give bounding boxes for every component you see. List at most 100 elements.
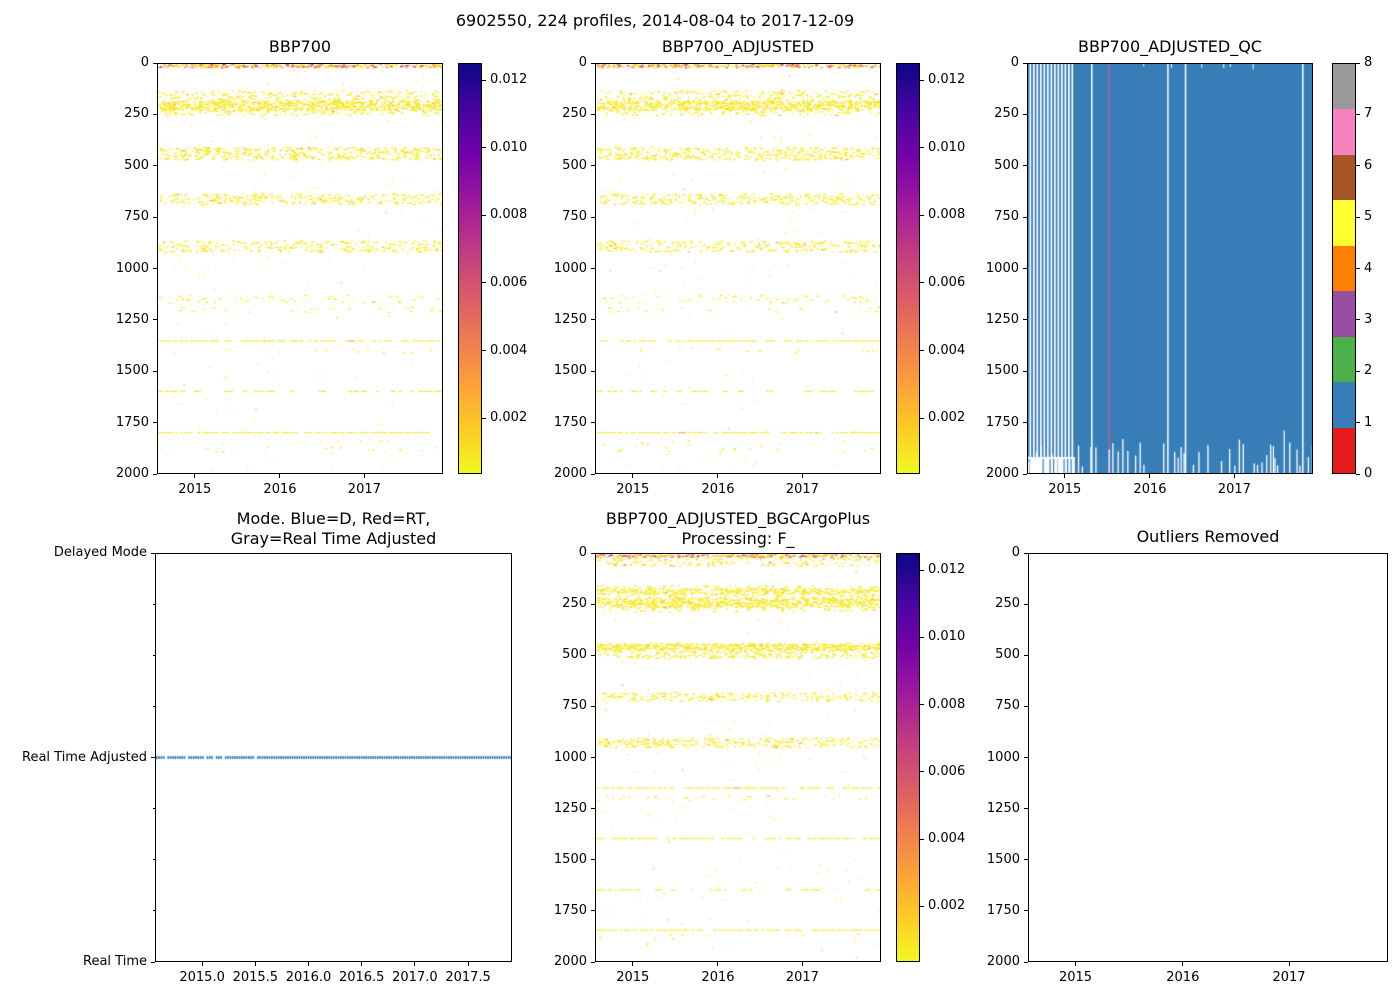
y-tick-label: 2000 (115, 466, 149, 481)
x-tick-label: 2015 (1048, 482, 1082, 497)
colorbar-tick-label: 0.004 (928, 831, 966, 847)
y-minor-tick (152, 859, 155, 861)
y-tick (151, 961, 155, 963)
colorbar-tick-label: 0.006 (928, 274, 966, 290)
colorbar-tick-label: 0.008 (490, 207, 528, 223)
y-tick (591, 113, 595, 115)
y-tick (1023, 422, 1027, 424)
y-tick-label: 0 (1011, 545, 1020, 560)
colorbar-tick (482, 147, 486, 149)
x-tick-label: 2016 (1166, 970, 1200, 985)
mode-line-canvas (156, 554, 511, 961)
y-tick-label: 250 (994, 106, 1019, 122)
y-minor-tick (152, 654, 155, 656)
x-tick (717, 474, 719, 478)
y-tick (151, 757, 155, 758)
y-tick-label: 250 (995, 596, 1020, 612)
y-tick-label: Real Time (83, 954, 147, 969)
x-tick (801, 962, 803, 966)
y-tick (1024, 910, 1028, 912)
y-tick (591, 422, 595, 424)
y-tick (591, 165, 595, 167)
x-tick (717, 962, 719, 966)
colorbar-tick-label: 0 (1364, 466, 1373, 481)
x-tick-label: 2016.5 (338, 970, 385, 985)
y-tick-label: 750 (562, 209, 587, 225)
y-tick (1024, 654, 1028, 656)
x-tick-label: 2017.0 (392, 970, 438, 985)
colorbar-tick (1356, 370, 1360, 372)
y-minor-tick (152, 603, 155, 605)
x-tick (1075, 962, 1077, 966)
colorbar-tick (1356, 62, 1360, 64)
y-tick-label: 2000 (553, 954, 587, 969)
colorbar-tick-label: 8 (1364, 55, 1373, 70)
x-tick-label: 2015 (1058, 970, 1093, 985)
y-tick-label: 2000 (985, 466, 1019, 481)
x-tick-label: 2016 (1133, 482, 1167, 497)
y-tick (591, 268, 595, 269)
colorbar-tick (482, 79, 486, 81)
y-tick (151, 552, 155, 554)
qc-colorbar-segment (1333, 200, 1355, 246)
y-tick-label: 1500 (553, 363, 587, 379)
colorbar-tick (920, 771, 924, 773)
colorbar-tick-label: 0.012 (928, 562, 966, 578)
y-tick (591, 473, 595, 475)
qc-colorbar-segment (1333, 154, 1355, 201)
y-tick (1023, 370, 1027, 372)
y-tick (591, 910, 595, 912)
y-tick-label: 0 (578, 55, 587, 70)
panel-mode-title-line2: Gray=Real Time Adjusted (230, 528, 437, 548)
colorbar-tick-label: 0.002 (928, 898, 966, 914)
y-tick (153, 473, 157, 475)
y-tick (591, 961, 595, 963)
y-tick (591, 319, 595, 321)
qc-colorbar-segment (1333, 291, 1355, 337)
x-tick-label: 2016 (263, 482, 297, 497)
y-minor-tick (152, 910, 155, 912)
y-tick-label: 250 (562, 106, 587, 122)
x-tick (632, 474, 634, 478)
colorbar-tick (920, 905, 924, 907)
y-tick-label: 1750 (553, 902, 587, 918)
y-tick (591, 705, 595, 707)
y-tick-label: 1750 (553, 414, 587, 430)
qc-colorbar-segment (1333, 427, 1355, 473)
y-tick-label: 1250 (986, 800, 1020, 816)
colorbar-tick-label: 3 (1364, 311, 1373, 327)
colorbar-tick-label: 0.006 (490, 274, 528, 290)
y-tick-label: 1500 (115, 363, 149, 379)
y-tick (1024, 552, 1028, 554)
colorbar-tick (920, 147, 924, 149)
x-tick-label: 2015.5 (232, 970, 279, 985)
y-tick (591, 808, 595, 810)
x-tick-label: 2017 (1217, 482, 1251, 497)
colorbar-tick (1356, 165, 1360, 167)
y-tick (1023, 473, 1027, 475)
y-tick-label: 1500 (986, 851, 1020, 867)
y-tick (1024, 757, 1028, 758)
panel-bbp700-adjusted-plot-area (595, 63, 881, 474)
panel-bbp700-adjusted-title: BBP700_ADJUSTED (661, 37, 815, 56)
colorbar-tick (1356, 216, 1360, 218)
colorbar-tick-label: 0.002 (928, 410, 966, 426)
y-tick-label: 750 (995, 698, 1020, 714)
qc-colorbar-segment (1333, 336, 1355, 383)
y-tick-label: 500 (995, 647, 1020, 663)
colorbar-tick-label: 0.006 (928, 763, 966, 779)
y-tick (1023, 216, 1027, 218)
x-tick-label: 2016 (701, 970, 735, 985)
x-tick-label: 2015 (616, 970, 650, 985)
panel-bbp700-title: BBP700 (268, 37, 332, 56)
y-tick (1023, 62, 1027, 64)
qc-heatmap-canvas (1028, 64, 1312, 473)
colorbar-tick-label: 2 (1364, 363, 1373, 379)
x-tick (279, 474, 281, 478)
colorbar-tick (920, 417, 924, 419)
qc-colorbar-segment (1333, 382, 1355, 428)
panel-bbp700-adjusted-qc-plot-area (1027, 63, 1313, 474)
colorbar-tick (1356, 422, 1360, 424)
x-tick (201, 962, 203, 966)
bbp700-heatmap-canvas (158, 64, 442, 473)
